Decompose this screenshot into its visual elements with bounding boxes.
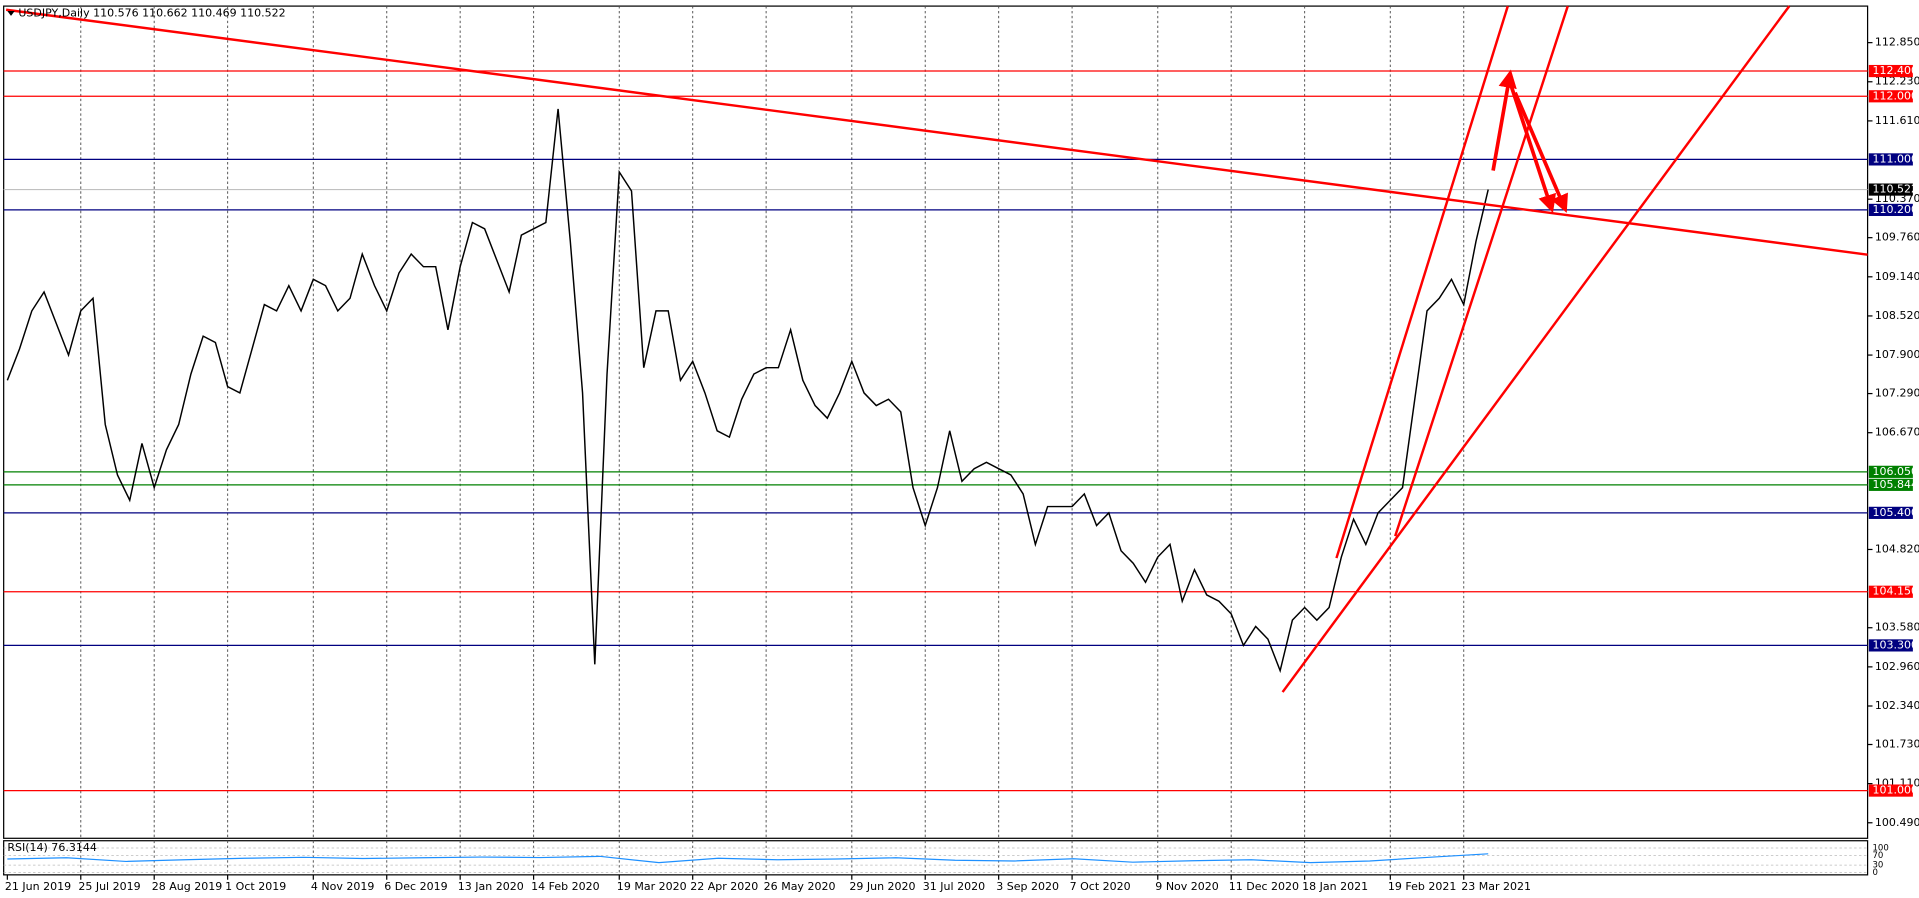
x-tick-label: 21 Jun 2019: [5, 880, 71, 893]
level-label-box: [1868, 183, 1913, 196]
level-label: 105.400: [1872, 506, 1918, 519]
level-label: 103.300: [1872, 638, 1918, 651]
level-label-box: [1868, 784, 1913, 797]
y-tick-label: 102.340: [1875, 699, 1919, 712]
level-label-box: [1868, 203, 1913, 216]
rsi-tick-label: 100: [1872, 844, 1888, 854]
grid: 112.850112.230111.610110.370109.760109.1…: [3, 6, 1919, 893]
x-tick-label: 7 Oct 2020: [1070, 880, 1131, 893]
x-tick-label: 26 May 2020: [764, 880, 836, 893]
rsi-tick-label: 70: [1872, 851, 1883, 861]
rsi-line: [7, 853, 1489, 864]
level-label: 104.150: [1872, 585, 1918, 598]
level-label: 101.000: [1872, 784, 1918, 797]
symbol-icon: [7, 10, 15, 16]
level-label: 110.200: [1872, 203, 1918, 216]
level-label-box: [1868, 478, 1913, 491]
y-tick-label: 108.520: [1875, 309, 1919, 322]
y-tick-label: 104.820: [1875, 542, 1919, 555]
x-tick-label: 18 Jan 2021: [1302, 880, 1368, 893]
x-tick-label: 31 Jul 2020: [923, 880, 985, 893]
level-label-box: [1868, 64, 1913, 78]
x-tick-label: 25 Jul 2019: [78, 880, 140, 893]
x-tick-label: 4 Nov 2019: [311, 880, 375, 893]
level-label-box: [1868, 153, 1913, 166]
y-tick-label: 112.230: [1875, 75, 1919, 88]
x-tick-label: 11 Dec 2020: [1229, 880, 1299, 893]
y-tick-label: 107.900: [1875, 348, 1919, 361]
series: [6, 108, 1489, 864]
arrow: [1513, 91, 1568, 213]
y-tick-label: 103.580: [1875, 621, 1919, 634]
trend-line: [1394, 5, 1569, 537]
level-label: 112.400: [1872, 64, 1918, 77]
x-tick-label: 19 Feb 2021: [1388, 880, 1457, 893]
arrow: [1506, 74, 1556, 214]
y-tick-label: 109.140: [1875, 270, 1919, 283]
level-label-box: [1868, 465, 1913, 478]
x-tick-label: 28 Aug 2019: [152, 880, 223, 893]
y-tick-label: 102.960: [1875, 660, 1919, 673]
trend-line: [5, 8, 1868, 256]
price-panel: [3, 5, 1869, 839]
level-label-box: [1868, 639, 1913, 652]
level-label-box: [1868, 90, 1913, 103]
level-label: 105.844: [1872, 478, 1918, 491]
y-tick-label: 109.760: [1875, 231, 1919, 244]
x-tick-label: 29 Jun 2020: [849, 880, 915, 893]
level-label: 111.000: [1872, 152, 1918, 165]
x-tick-label: 9 Nov 2020: [1155, 880, 1219, 893]
level-label: 110.522: [1872, 183, 1918, 196]
trend-lines: [5, 5, 1868, 693]
y-tick-label: 112.850: [1875, 36, 1919, 49]
price-line: [6, 108, 1489, 674]
x-tick-label: 22 Apr 2020: [690, 880, 758, 893]
trend-line: [1335, 5, 1509, 559]
arrow: [1491, 69, 1517, 171]
level-label: 112.000: [1872, 89, 1918, 102]
x-tick-label: 19 Mar 2020: [617, 880, 687, 893]
rsi-tick-label: 0: [1872, 868, 1877, 878]
rsi-tick-label: 30: [1872, 861, 1883, 871]
level-label: 106.050: [1872, 465, 1918, 478]
x-tick-label: 14 Feb 2020: [531, 880, 600, 893]
level-label-box: [1868, 506, 1913, 519]
level-label-box: [1868, 585, 1913, 598]
rsi-title: RSI(14) 76.3144: [7, 841, 97, 854]
y-tick-label: 111.610: [1875, 114, 1919, 127]
y-tick-label: 100.490: [1875, 816, 1919, 829]
x-tick-label: 3 Sep 2020: [996, 880, 1059, 893]
y-tick-label: 106.670: [1875, 426, 1919, 439]
x-tick-label: 1 Oct 2019: [225, 880, 286, 893]
trend-line: [1281, 5, 1791, 693]
y-tick-label: 101.730: [1875, 738, 1919, 751]
x-tick-label: 13 Jan 2020: [458, 880, 524, 893]
levels: 112.400 112.000 111.000 110.522 110.200 106.0…: [3, 64, 1918, 797]
x-tick-label: 23 Mar 2021: [1461, 880, 1531, 893]
chart-title: USDJPY,Daily 110.576 110.662 110.469 110…: [18, 6, 285, 19]
y-tick-label: 107.290: [1875, 387, 1919, 400]
x-tick-label: 6 Dec 2019: [384, 880, 447, 893]
